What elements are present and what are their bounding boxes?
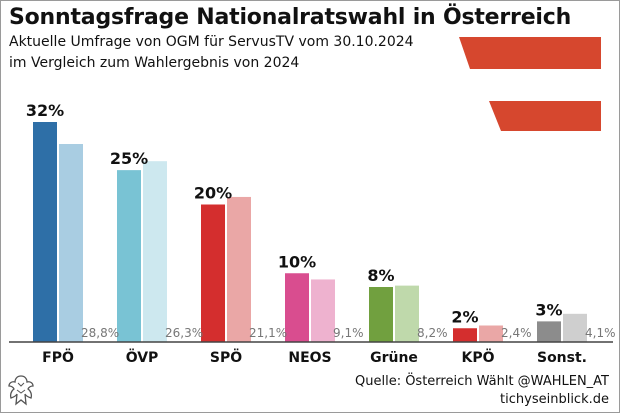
value-label-current-oevp: 25% (110, 149, 148, 168)
bar-previous-oevp (143, 161, 167, 342)
chart-title: Sonntagsfrage Nationalratswahl in Österr… (9, 5, 572, 30)
bar-current-gruene (369, 287, 393, 342)
value-label-current-fpoe: 32% (26, 101, 64, 120)
bar-current-oevp (117, 170, 141, 342)
value-label-current-neos: 10% (278, 252, 316, 271)
bar-previous-kpoe (479, 325, 503, 342)
bars-layer (33, 122, 587, 342)
value-label-previous-gruene: 8,2% (417, 326, 448, 340)
value-label-current-gruene: 8% (367, 266, 394, 285)
bar-current-fpoe (33, 122, 57, 342)
bar-previous-neos (311, 279, 335, 342)
bar-current-neos (285, 273, 309, 342)
value-label-previous-neos: 9,1% (333, 326, 364, 340)
value-label-previous-fpoe: 28,8% (81, 326, 119, 340)
value-label-previous-spoe: 21,1% (249, 326, 287, 340)
category-label-neos: NEOS (288, 350, 331, 366)
chart-subtitle-line2: im Vergleich zum Wahlergebnis von 2024 (9, 55, 300, 71)
flag-top-stripe (459, 37, 601, 69)
bar-previous-fpoe (59, 144, 83, 342)
value-label-previous-oevp: 26,3% (165, 326, 203, 340)
value-label-current-kpoe: 2% (451, 307, 478, 326)
value-label-current-sonst: 3% (535, 300, 562, 319)
category-label-gruene: Grüne (370, 350, 418, 366)
value-label-previous-sonst: 4,1% (585, 326, 616, 340)
value-label-current-spoe: 20% (194, 184, 232, 203)
source-credit: Quelle: Österreich Wählt @WAHLEN_AT (355, 374, 609, 389)
category-label-kpoe: KPÖ (461, 348, 494, 366)
category-label-fpoe: FPÖ (42, 348, 74, 366)
category-label-spoe: SPÖ (210, 348, 242, 366)
chart-subtitle-line1: Aktuelle Umfrage von OGM für ServusTV vo… (9, 34, 414, 50)
category-label-sonst: Sonst. (537, 350, 587, 366)
bar-previous-spoe (227, 196, 251, 342)
bar-current-sonst (537, 321, 561, 342)
labels-layer: 32% 28,8% FPÖ 25% 26,3% ÖVP 20% 21,1% SPÖ 10% 9,1%… (26, 101, 616, 366)
value-label-previous-kpoe: 2,4% (501, 326, 532, 340)
bar-previous-sonst (563, 313, 587, 342)
site-credit: tichyseinblick.de (500, 392, 609, 407)
category-label-oevp: ÖVP (126, 348, 159, 366)
austria-flag-icon (459, 37, 601, 131)
bar-current-kpoe (453, 328, 477, 342)
flag-bottom-stripe (489, 101, 601, 131)
eagle-logo-icon (8, 375, 34, 406)
bar-current-spoe (201, 204, 225, 342)
bar-previous-gruene (395, 285, 419, 342)
